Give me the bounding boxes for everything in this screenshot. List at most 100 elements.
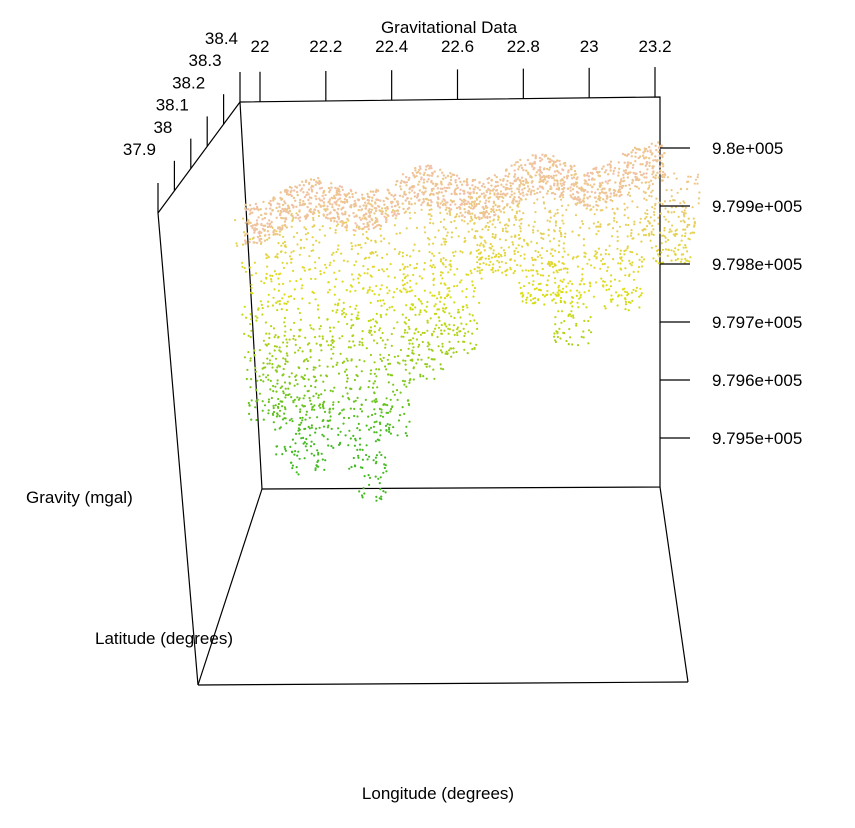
- data-point: [521, 191, 524, 194]
- data-point: [272, 199, 275, 202]
- data-point: [497, 218, 500, 221]
- data-point: [518, 178, 522, 182]
- data-point: [467, 273, 470, 276]
- data-point: [364, 201, 367, 204]
- data-point: [600, 167, 604, 170]
- data-point: [404, 368, 407, 371]
- data-point: [658, 159, 662, 162]
- data-point: [428, 238, 431, 241]
- data-point: [428, 208, 431, 212]
- data-point: [315, 392, 318, 395]
- data-point: [658, 154, 661, 157]
- data-point: [395, 214, 398, 217]
- data-point: [547, 176, 551, 180]
- data-point: [392, 383, 395, 386]
- data-point: [459, 198, 462, 201]
- data-point: [399, 289, 402, 292]
- data-point: [448, 290, 451, 293]
- data-point: [612, 169, 615, 173]
- data-point: [487, 255, 490, 258]
- data-point: [467, 230, 470, 233]
- data-point: [328, 288, 331, 291]
- data-point: [386, 292, 389, 295]
- data-point: [439, 300, 442, 303]
- data-point: [639, 294, 642, 297]
- data-point: [411, 349, 414, 352]
- data-point: [434, 312, 438, 315]
- data-point: [441, 177, 445, 181]
- data-point: [650, 246, 654, 249]
- data-point: [307, 378, 310, 381]
- data-point: [403, 412, 406, 415]
- y-tick-label: 38: [153, 118, 172, 137]
- data-point: [377, 477, 380, 480]
- data-point: [313, 375, 316, 379]
- data-point: [457, 308, 460, 311]
- data-point: [365, 453, 368, 457]
- data-point: [542, 274, 545, 277]
- data-point: [531, 274, 534, 277]
- data-point: [341, 309, 344, 312]
- data-point: [293, 321, 296, 324]
- data-point: [571, 282, 574, 286]
- data-point: [350, 326, 353, 330]
- data-point: [493, 237, 496, 240]
- data-point: [642, 234, 646, 237]
- data-point: [505, 204, 509, 207]
- data-point: [607, 179, 610, 183]
- data-point: [425, 310, 428, 313]
- data-point: [509, 258, 512, 261]
- data-point: [304, 445, 307, 448]
- data-point: [552, 298, 555, 301]
- data-point: [351, 245, 354, 248]
- data-point: [478, 181, 481, 184]
- data-point: [441, 307, 445, 310]
- data-point: [315, 342, 318, 345]
- data-point: [293, 453, 296, 456]
- data-point: [353, 444, 356, 447]
- data-point: [639, 163, 642, 166]
- data-point: [597, 225, 601, 228]
- data-point: [374, 225, 377, 229]
- data-point: [440, 367, 443, 370]
- data-point: [412, 346, 415, 349]
- data-point: [533, 162, 537, 165]
- data-point: [501, 227, 504, 230]
- data-point: [497, 269, 500, 272]
- data-point: [628, 183, 631, 187]
- data-point: [362, 287, 365, 290]
- data-point: [476, 327, 479, 330]
- data-point: [285, 352, 288, 355]
- data-point: [422, 197, 425, 201]
- data-point: [369, 353, 372, 357]
- data-point: [298, 346, 301, 349]
- data-point: [368, 476, 372, 479]
- data-point: [277, 242, 280, 245]
- data-point: [382, 270, 385, 273]
- data-point: [295, 190, 299, 194]
- data-point: [288, 280, 292, 283]
- data-point: [463, 207, 466, 211]
- data-point: [645, 198, 648, 202]
- data-point: [679, 188, 683, 191]
- data-point: [564, 267, 567, 270]
- data-point: [460, 219, 464, 222]
- data-point: [299, 246, 303, 249]
- data-point: [484, 201, 487, 205]
- data-point: [478, 301, 481, 304]
- data-point: [310, 196, 313, 200]
- data-point: [662, 261, 665, 264]
- data-point: [243, 305, 246, 308]
- data-point: [365, 424, 368, 427]
- data-point: [343, 201, 346, 205]
- data-point: [319, 343, 323, 346]
- data-point: [439, 220, 442, 223]
- data-point: [294, 338, 297, 341]
- data-point: [308, 434, 312, 437]
- data-point: [327, 419, 330, 423]
- data-point: [256, 316, 259, 319]
- data-point: [527, 224, 530, 227]
- data-point: [368, 380, 371, 383]
- data-point: [322, 401, 325, 404]
- data-point: [416, 192, 420, 196]
